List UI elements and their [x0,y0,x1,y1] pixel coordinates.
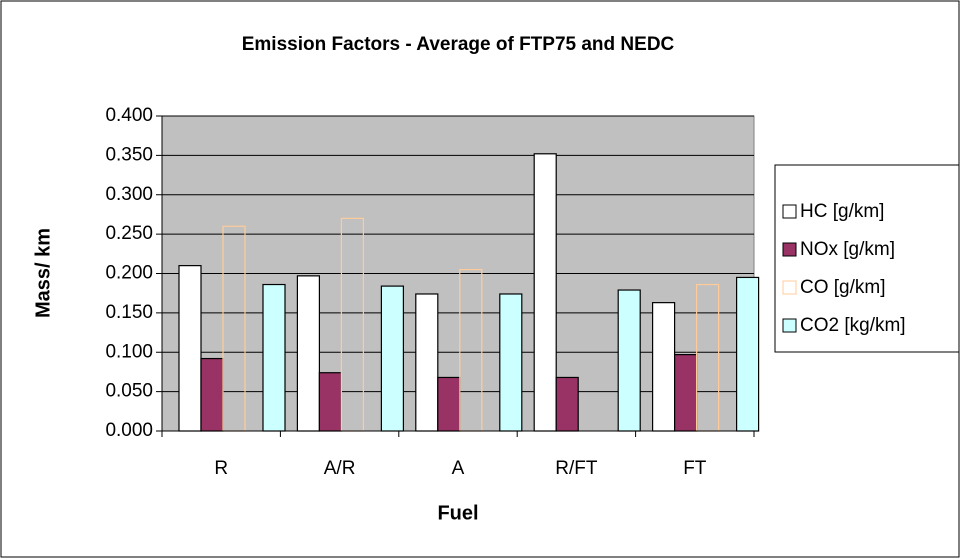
legend-box [774,164,960,353]
bar [499,293,523,432]
bar [651,302,676,432]
bar [533,153,557,432]
legend-swatch [782,204,797,219]
y-tick-label: 0.350 [105,144,153,165]
x-tick-label: FT [683,458,707,479]
y-tick-label: 0.200 [105,263,153,284]
legend-swatch [782,280,797,295]
bar [555,376,579,432]
x-tick-label: R [214,458,228,479]
bar [437,376,461,432]
legend-label: CO2 [kg/km] [800,315,906,336]
bar [178,265,202,432]
legend-label: HC [g/km] [800,201,884,222]
bar [415,293,439,432]
x-tick-label: A/R [324,458,356,479]
y-tick-label: 0.100 [105,341,153,362]
y-tick-label: 0.050 [105,381,153,402]
y-tick-label: 0.000 [105,420,153,441]
bar [296,275,320,432]
bar [735,276,760,432]
legend-swatch [782,242,797,257]
bar [262,283,286,432]
legend-label: CO [g/km] [800,277,886,298]
legend-label: NOx [g/km] [800,239,895,260]
legend-swatch [782,318,797,333]
bar [617,289,641,432]
y-tick-label: 0.400 [105,105,153,126]
y-tick-label: 0.250 [105,223,153,244]
x-tick-label: R/FT [555,458,598,479]
bar [673,354,698,432]
x-tick-label: A [452,458,465,479]
y-tick-label: 0.150 [105,302,153,323]
y-tick-label: 0.300 [105,184,153,205]
bar [318,372,342,432]
x-axis-title: Fuel [437,502,478,524]
bar [200,357,224,432]
y-axis-title: Mass/ km [32,228,54,318]
chart-title: Emission Factors - Average of FTP75 and … [242,34,675,55]
bar [380,285,404,432]
